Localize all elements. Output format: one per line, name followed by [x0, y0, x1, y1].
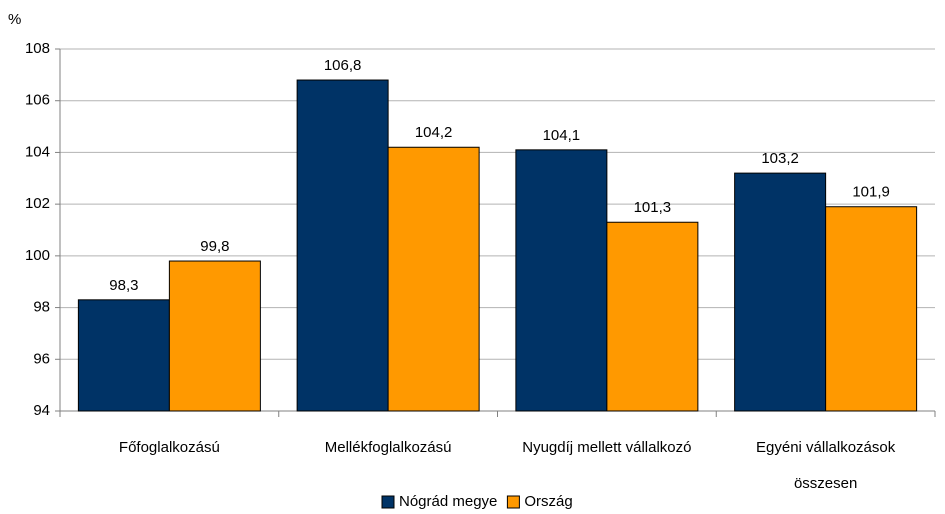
- y-tick-label: 98: [33, 299, 50, 316]
- value-label: 101,3: [634, 199, 672, 216]
- value-label: 106,8: [324, 57, 362, 74]
- y-tick-label: 94: [33, 402, 50, 419]
- bar: [515, 149, 608, 412]
- y-tick-label: 102: [25, 195, 50, 212]
- y-tick-label: 96: [33, 350, 50, 367]
- legend-swatch: [506, 495, 520, 509]
- legend-label: Nógrád megye: [399, 493, 497, 510]
- x-tick-label: Egyéni vállalkozások összesen: [756, 439, 896, 492]
- value-label: 104,2: [415, 124, 453, 141]
- value-label: 98,3: [109, 277, 138, 294]
- x-tick-label: Mellékfoglalkozású: [324, 439, 452, 456]
- bar: [77, 299, 170, 412]
- x-tick-label: Főfoglalkozású: [118, 439, 220, 456]
- y-tick-label: 100: [25, 247, 50, 264]
- value-label: 101,9: [852, 184, 890, 201]
- y-tick-label: 104: [25, 143, 50, 160]
- bar: [825, 206, 918, 412]
- value-label: 104,1: [543, 127, 581, 144]
- bar: [734, 172, 827, 412]
- y-tick-label: 106: [25, 92, 50, 109]
- x-tick-label: Nyugdíj mellett vállalkozó: [522, 439, 692, 456]
- bar: [168, 260, 261, 412]
- y-axis-label: %: [8, 11, 21, 28]
- value-label: 99,8: [200, 238, 229, 255]
- y-tick-label: 108: [25, 40, 50, 57]
- legend-label: Ország: [524, 493, 572, 510]
- bar: [296, 79, 389, 412]
- legend-swatch: [381, 495, 395, 509]
- bar: [606, 221, 699, 412]
- bar: [387, 146, 480, 412]
- value-label: 103,2: [761, 150, 799, 167]
